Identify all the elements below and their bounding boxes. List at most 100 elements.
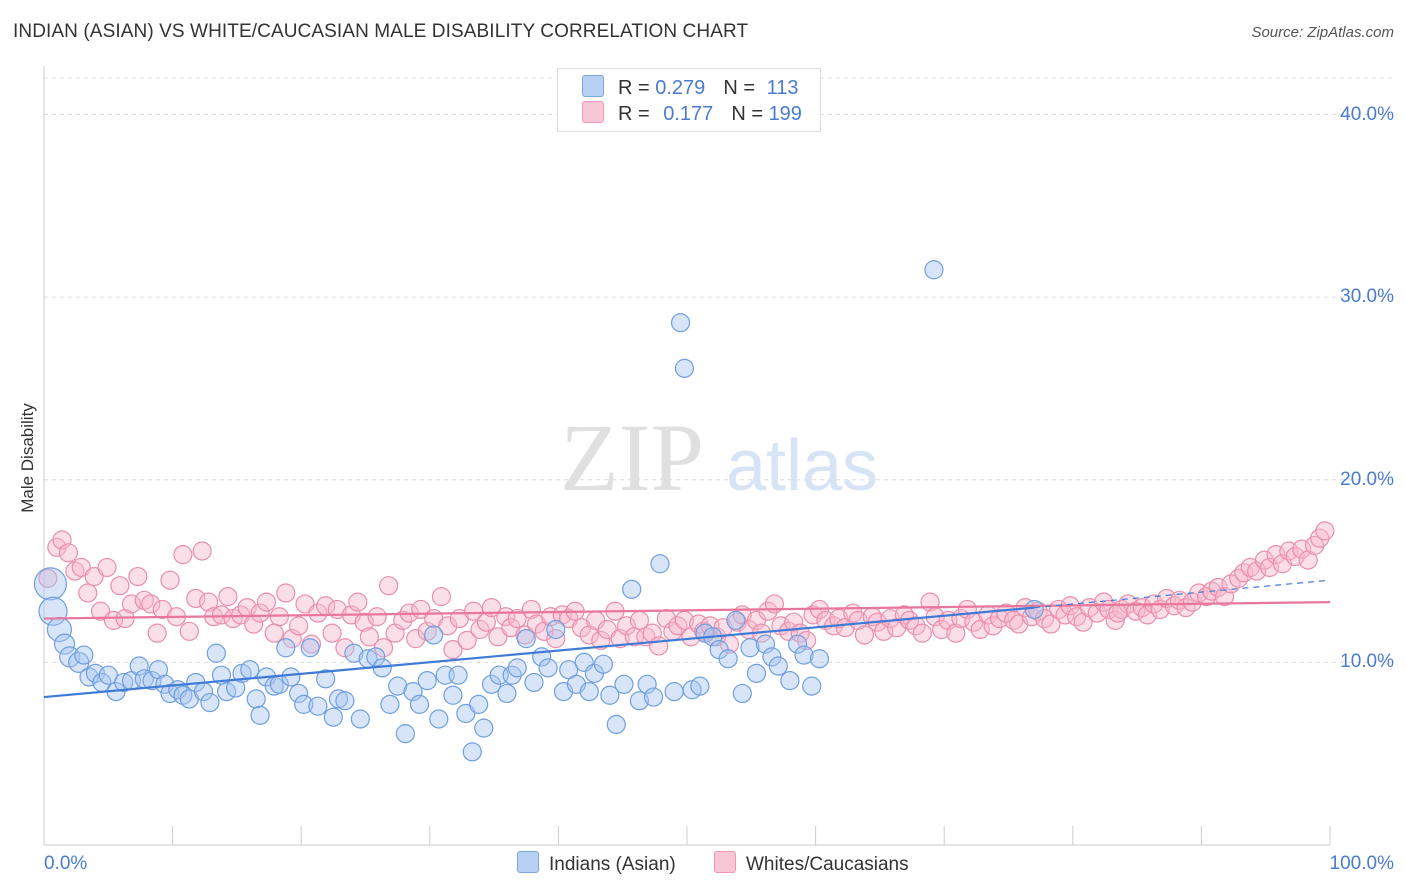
whites-point [348, 592, 368, 612]
y-tick-label: 10.0% [1340, 651, 1394, 673]
indians-trend-line [43, 606, 1035, 699]
whites-point [147, 623, 167, 643]
x-tick-max: 100.0% [1329, 853, 1394, 874]
whites-point [160, 570, 180, 590]
source-label: Source: ZipAtlas.com [1251, 24, 1394, 41]
indians-point [335, 691, 355, 711]
legend-item-indians[interactable]: Indians (Asian) [517, 851, 676, 876]
indians-point [497, 683, 517, 704]
whites-point [1105, 610, 1125, 630]
watermark-atlas: atlas [726, 426, 878, 506]
indians-point [53, 633, 76, 655]
whites-point [996, 603, 1016, 623]
indians-point [622, 579, 642, 599]
indians-point [142, 671, 162, 691]
whites-point [134, 590, 154, 610]
indians-point [344, 643, 364, 663]
indians-point [316, 669, 336, 689]
indians-point [579, 681, 599, 702]
indians-point [718, 649, 738, 669]
indians-point [308, 696, 328, 716]
whites-point [591, 630, 611, 651]
whites-point [97, 557, 117, 578]
indians-point [732, 683, 752, 704]
indians-point [670, 313, 691, 333]
whites-point [264, 623, 284, 643]
indians-point [74, 645, 94, 665]
indians-point [516, 629, 536, 649]
indians-point [524, 672, 544, 693]
whites-trend-line [43, 601, 1331, 620]
n-value-indians: 113 [766, 77, 799, 99]
whites-point [256, 592, 277, 612]
whites-point [322, 623, 342, 643]
indians-point [650, 554, 670, 574]
whites-point [946, 623, 966, 643]
series-legend: Indians (Asian) Whites/Caucasians [0, 851, 1406, 879]
indians-point [328, 689, 349, 709]
whites-point [289, 616, 309, 636]
whites-point [211, 605, 232, 625]
indians-point [474, 718, 494, 738]
whites-point [406, 629, 426, 649]
indians-point [614, 674, 634, 694]
whites-point [457, 630, 477, 651]
whites-point [1108, 603, 1128, 623]
indians-point [206, 643, 226, 663]
whites-point [1247, 561, 1267, 581]
indians-point [417, 671, 437, 691]
x-tick-min: 0.0% [44, 853, 88, 874]
whites-point [367, 607, 387, 627]
indians-point [746, 663, 767, 683]
whites-point [1315, 521, 1335, 541]
indians-point [690, 676, 710, 696]
whites-point [128, 566, 148, 587]
pink-swatch-icon [714, 851, 736, 873]
whites-point [912, 623, 932, 643]
whites-point [179, 621, 199, 641]
indians-trend-extension [1034, 579, 1331, 609]
r-value-indians: 0.279 [655, 77, 706, 99]
blue-swatch-icon [517, 851, 539, 873]
indians-point [726, 610, 746, 630]
indians-point [129, 656, 149, 676]
indians-point [33, 567, 68, 601]
indians-point [924, 260, 944, 280]
whites-point [906, 616, 926, 636]
indians-point [606, 714, 626, 735]
correlation-legend: R = 0.279 N = 113 R = 0.177 N = 199 [557, 68, 821, 132]
indians-point [643, 687, 664, 707]
whites-point [1004, 610, 1024, 630]
whites-point [854, 625, 875, 645]
indians-point [629, 691, 650, 711]
whites-point [186, 588, 206, 609]
whites-point [192, 541, 212, 561]
whites-point [758, 601, 778, 621]
indians-point [281, 667, 301, 687]
whites-point [121, 594, 142, 614]
indians-point [246, 689, 266, 709]
indians-point [809, 649, 830, 669]
indians-point [98, 665, 118, 685]
whites-point [78, 583, 98, 603]
whites-point [58, 543, 79, 563]
grid-lines [44, 77, 1392, 663]
indians-point [250, 705, 270, 725]
whites-point [269, 607, 289, 627]
indians-point [200, 692, 220, 713]
whites-point [521, 599, 541, 620]
whites-point [359, 627, 379, 647]
whites-point [141, 594, 161, 614]
whites-point [110, 576, 130, 596]
whites-point [393, 610, 413, 630]
indians-point [276, 638, 296, 658]
indians-point [600, 685, 620, 705]
whites-point [173, 545, 193, 565]
legend-item-whites[interactable]: Whites/Caucasians [714, 851, 909, 876]
indians-point [240, 660, 260, 680]
blue-swatch-icon [582, 75, 604, 97]
whites-point [470, 619, 490, 640]
indians-point [768, 656, 788, 676]
indians-point [794, 645, 814, 665]
indians-point [448, 665, 468, 685]
